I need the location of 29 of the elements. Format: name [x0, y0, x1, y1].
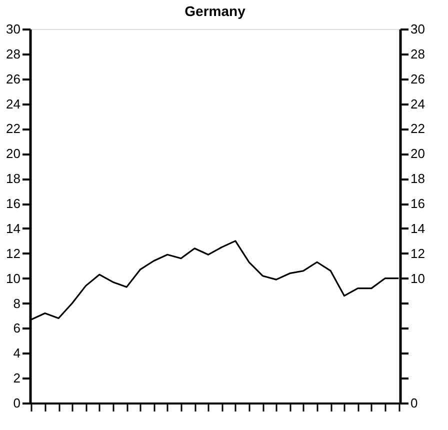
y2-tick-label: 22 — [410, 121, 425, 136]
y-tick-label: 8 — [13, 296, 20, 311]
y-tick-label: 2 — [13, 370, 20, 386]
y2-tick-label: 24 — [410, 96, 425, 112]
y-tick-label: 26 — [6, 71, 20, 86]
chart-title: Germany — [184, 3, 246, 19]
y-tick-label: 4 — [13, 346, 20, 361]
y-tick-label: 20 — [6, 146, 20, 162]
y-tick-label: 16 — [6, 196, 20, 212]
y2-tick-label: 10 — [410, 270, 425, 286]
y2-tick-label: 12 — [410, 246, 425, 261]
y-tick-label: 14 — [6, 220, 20, 236]
y2-tick-label: 14 — [410, 220, 425, 236]
y2-tick-label: 26 — [410, 71, 425, 86]
y2-tick-label: 30 — [410, 22, 425, 36]
y-tick-label: 22 — [6, 121, 20, 136]
y-tick-label: 18 — [6, 171, 20, 186]
y2-tick-label: 28 — [410, 46, 425, 62]
y2-tick-label: 0 — [410, 396, 418, 410]
y-tick-label: 12 — [6, 246, 20, 261]
y-tick-label: 0 — [13, 396, 20, 410]
y-tick-label: 24 — [6, 96, 20, 112]
y2-tick-label: 18 — [410, 171, 425, 186]
y-tick-label: 10 — [6, 270, 20, 286]
y2-tick-label: 16 — [410, 196, 425, 212]
y-tick-label: 6 — [13, 320, 20, 336]
y-tick-label: 30 — [6, 22, 20, 36]
y-tick-label: 28 — [6, 46, 20, 62]
y2-tick-label: 20 — [410, 146, 425, 162]
